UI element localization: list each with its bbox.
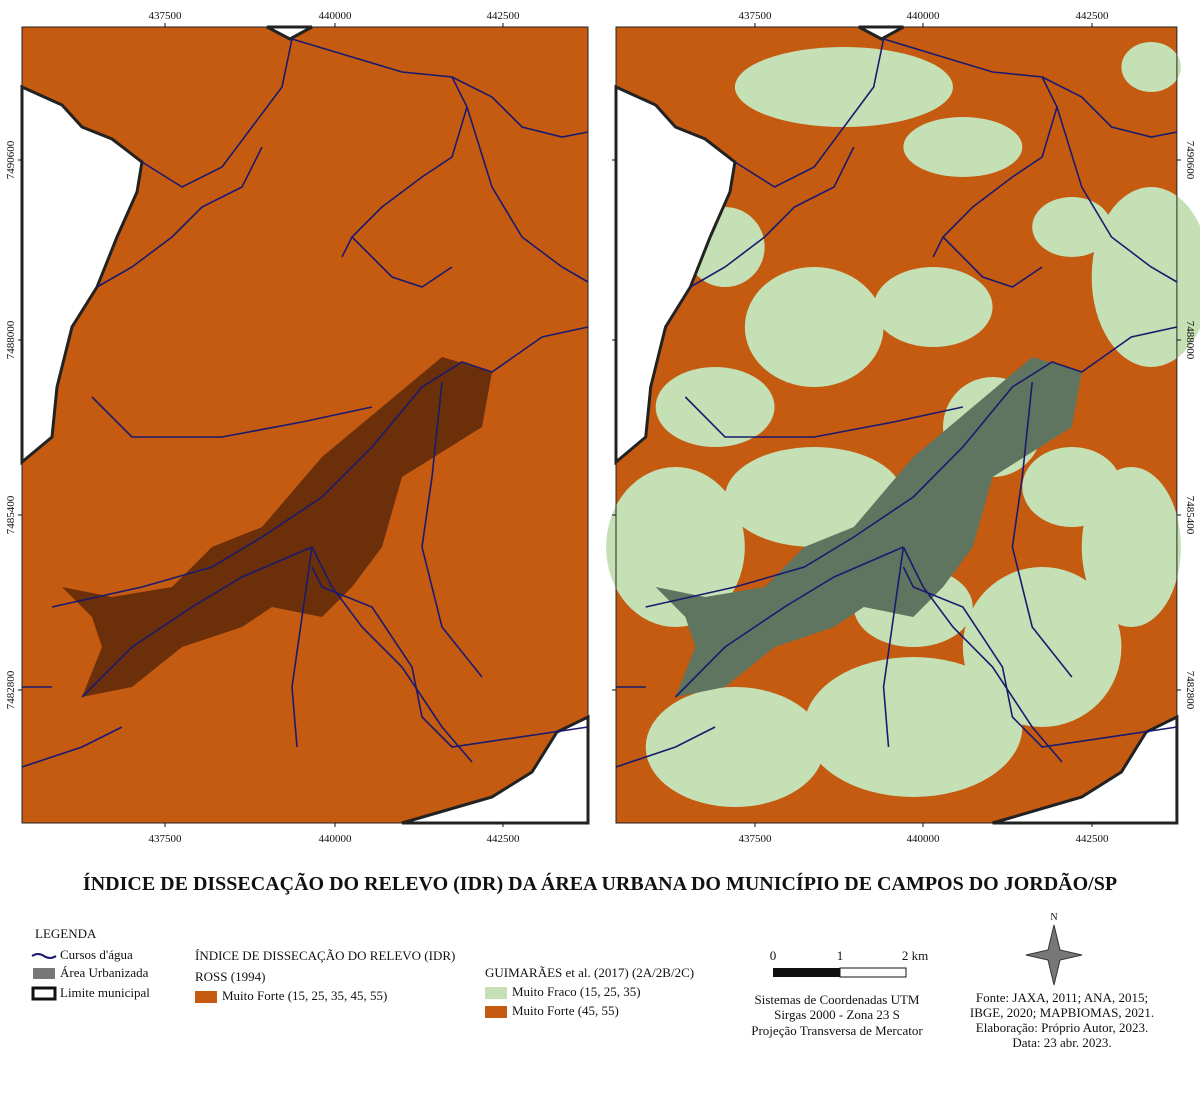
x-tick-label: 440000 bbox=[907, 833, 941, 845]
credit: Elaboração: Próprio Autor, 2023. bbox=[976, 1020, 1148, 1035]
idr-heading: ÍNDICE DE DISSECAÇÃO DO RELEVO (IDR) bbox=[195, 948, 455, 963]
legend-item: Área Urbanizada bbox=[60, 965, 149, 980]
scale-bar bbox=[839, 967, 907, 978]
border-swatch bbox=[31, 986, 57, 1001]
class-label: Muito Fraco (15, 25, 35) bbox=[512, 984, 641, 999]
y-tick-label: 7485400 bbox=[5, 495, 17, 534]
x-tick-label: 440000 bbox=[319, 10, 353, 22]
legend-item: Cursos d'água bbox=[60, 947, 133, 962]
map-title: ÍNDICE DE DISSECAÇÃO DO RELEVO (IDR) DA … bbox=[83, 872, 1117, 895]
map-right bbox=[606, 25, 1200, 825]
x-tick-label: 437500 bbox=[739, 833, 773, 845]
projection: Sistemas de Coordenadas UTM bbox=[754, 992, 919, 1007]
scale-label: 2 km bbox=[902, 948, 928, 963]
credit: Data: 23 abr. 2023. bbox=[1012, 1035, 1111, 1050]
x-tick-label: 442500 bbox=[1076, 833, 1110, 845]
x-tick-label: 437500 bbox=[149, 10, 183, 22]
river-swatch bbox=[31, 953, 57, 959]
scale-bar bbox=[773, 968, 840, 977]
class-swatch bbox=[485, 987, 507, 999]
urban-swatch bbox=[33, 968, 55, 979]
map-left bbox=[20, 25, 590, 825]
y-tick-label: 7482800 bbox=[1184, 671, 1196, 710]
scale-label: 0 bbox=[770, 948, 777, 963]
idr-weak bbox=[606, 42, 1200, 807]
y-tick-label: 7490600 bbox=[5, 140, 17, 179]
guimaraes-heading: GUIMARÃES et al. (2017) (2A/2B/2C) bbox=[485, 965, 694, 980]
legend-heading: LEGENDA bbox=[35, 926, 97, 941]
class-label: Muito Forte (15, 25, 35, 45, 55) bbox=[222, 988, 387, 1003]
x-tick-label: 442500 bbox=[487, 833, 521, 845]
scale-label: 1 bbox=[837, 948, 844, 963]
ross-heading: ROSS (1994) bbox=[195, 969, 265, 984]
credit: IBGE, 2020; MAPBIOMAS, 2021. bbox=[970, 1005, 1154, 1020]
x-tick-label: 437500 bbox=[149, 833, 183, 845]
projection: Projeção Transversa de Mercator bbox=[751, 1023, 923, 1038]
x-tick-label: 437500 bbox=[739, 10, 773, 22]
class-label: Muito Forte (45, 55) bbox=[512, 1003, 619, 1018]
class-swatch bbox=[485, 1006, 507, 1018]
legend-item: Limite municipal bbox=[60, 985, 150, 1000]
credit: Fonte: JAXA, 2011; ANA, 2015; bbox=[976, 990, 1148, 1005]
y-tick-label: 7482800 bbox=[5, 670, 17, 709]
x-tick-label: 440000 bbox=[319, 833, 353, 845]
north-label: N bbox=[1050, 912, 1057, 923]
north-arrow bbox=[1025, 924, 1083, 986]
y-tick-label: 7485400 bbox=[1184, 496, 1196, 535]
y-tick-label: 7490600 bbox=[1184, 141, 1196, 180]
y-tick-label: 7488000 bbox=[1184, 321, 1196, 360]
x-tick-label: 442500 bbox=[487, 10, 521, 22]
class-swatch bbox=[195, 991, 217, 1003]
y-tick-label: 7488000 bbox=[5, 320, 17, 359]
x-tick-label: 440000 bbox=[907, 10, 941, 22]
projection: Sirgas 2000 - Zona 23 S bbox=[774, 1007, 900, 1022]
x-tick-label: 442500 bbox=[1076, 10, 1110, 22]
